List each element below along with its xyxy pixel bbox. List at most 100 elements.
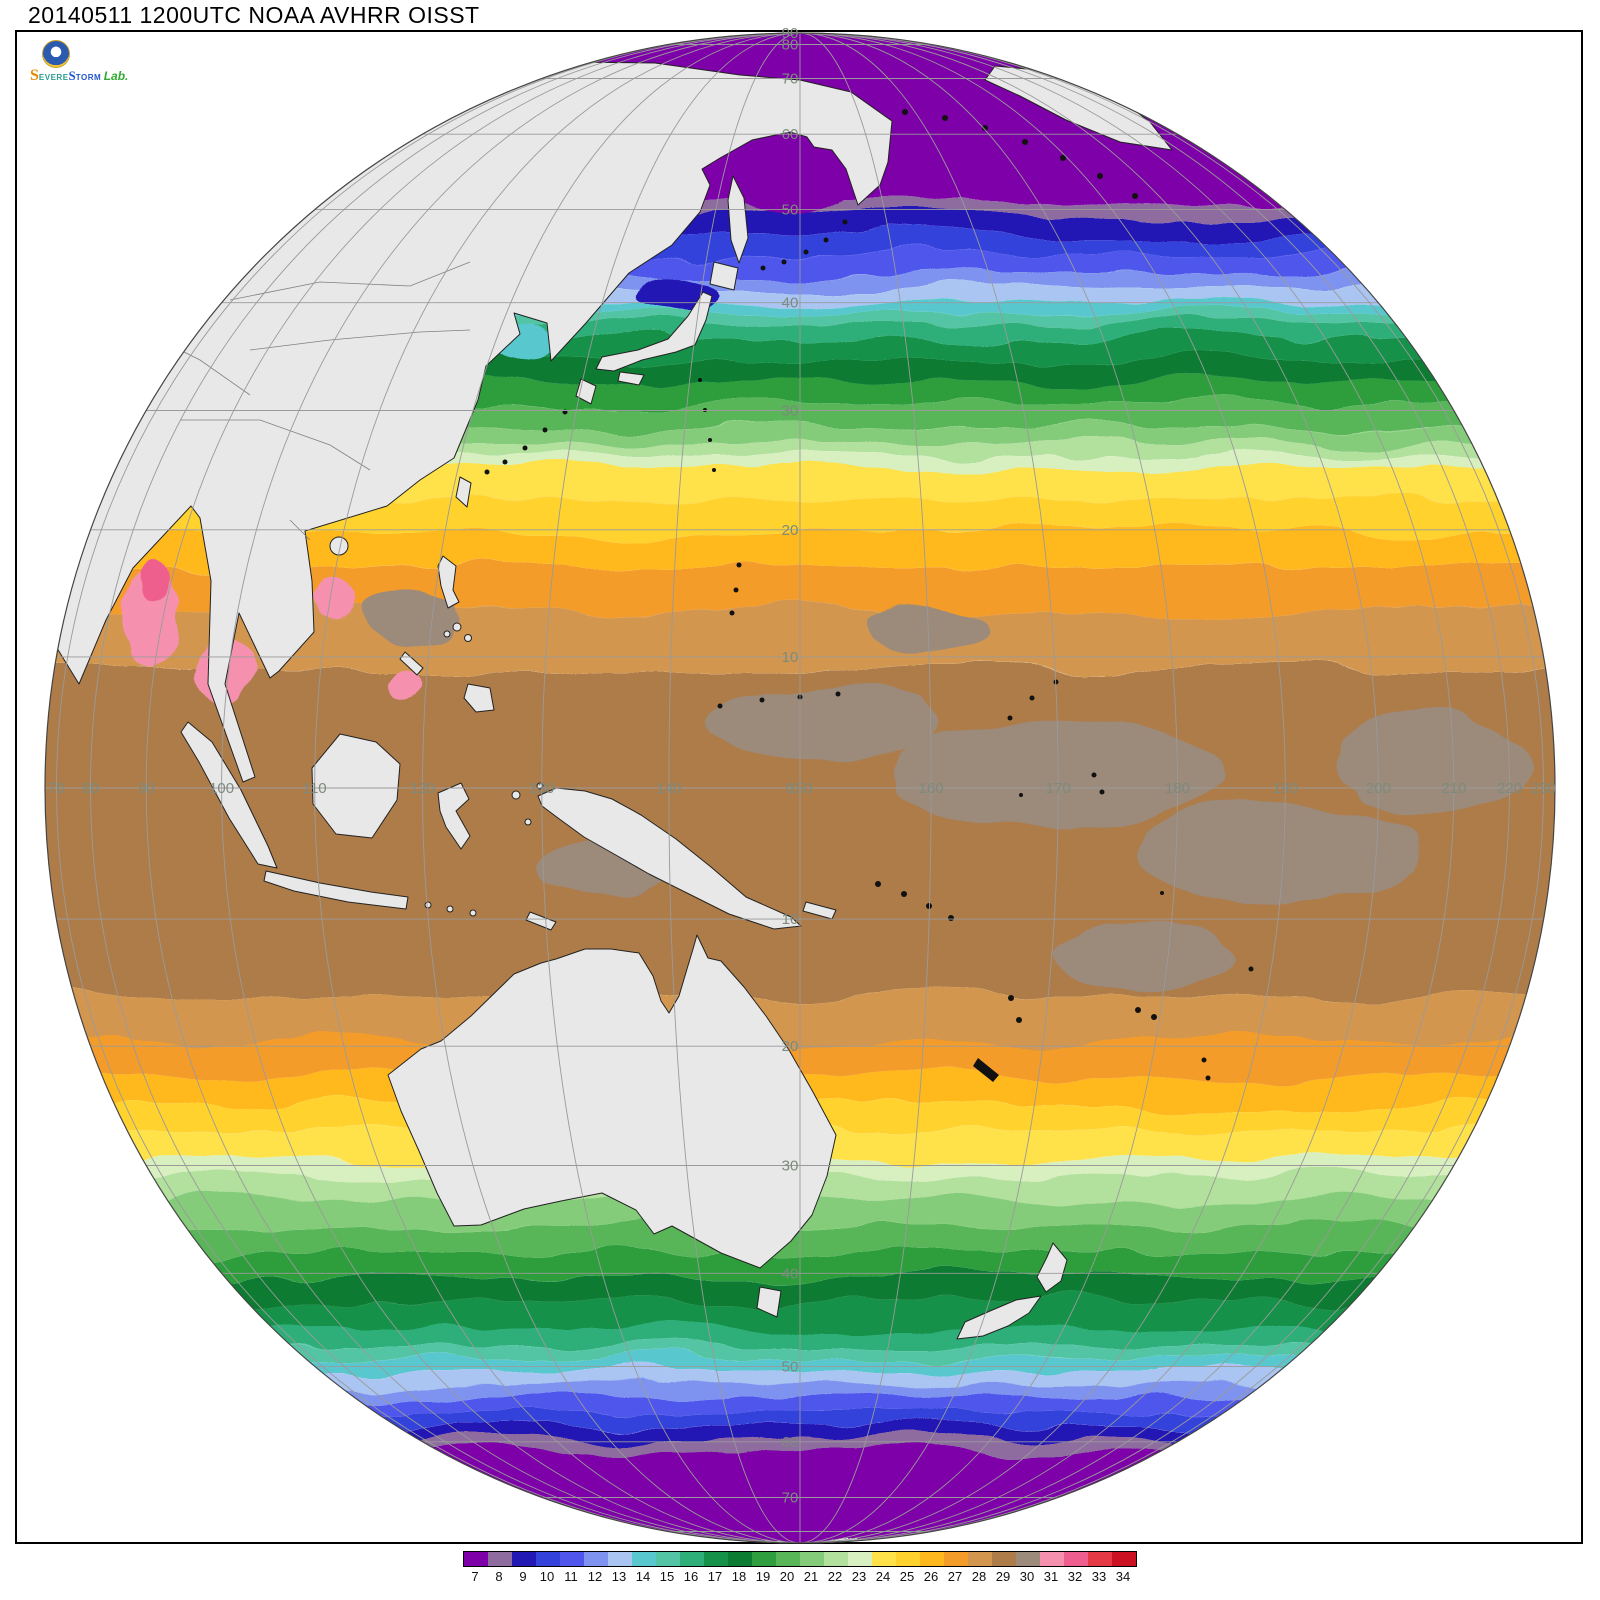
graticule-grid-path [56,32,801,1544]
colorbar-cell-33 [1088,1552,1112,1566]
island-specks-path [973,1058,999,1082]
island-specks-speck [1132,193,1138,199]
colorbar-cell-12 [584,1552,608,1566]
land-borneo [311,733,401,839]
colorbar-cell-23 [848,1552,872,1566]
lat-label--20: 20 [782,1038,799,1055]
graticule-grid-path [799,32,1059,1544]
land-taiwan [455,476,472,508]
sst-patch-30 [1055,925,1236,990]
lon-label-90: 90 [138,780,155,797]
colorbar-label-17: 17 [707,1569,723,1584]
colorbar-cell-31 [1040,1552,1064,1566]
noaa-seal-icon [42,40,70,68]
lat-label-0: 0 [786,780,794,797]
country-borders-path [229,261,471,301]
island-specks-speck [926,903,932,909]
colorbar-label-29: 29 [995,1569,1011,1584]
colorbar-cell-28 [968,1552,992,1566]
colorbar-cell-22 [824,1552,848,1566]
lat-label--60: 60 [782,1434,799,1451]
colorbar-label-15: 15 [659,1569,675,1584]
land-visayas [464,634,472,642]
colorbar-label-20: 20 [779,1569,795,1584]
colorbar-cell-27 [944,1552,968,1566]
colorbar-numbers: 7 8 9 10 11 12 13 14 15 16 17 18 19 20 21 22 23 24 25 26 27 2… [463,1567,1137,1584]
graticule-grid-path [90,32,801,1544]
island-specks-speck [698,378,702,382]
lat-label-40: 40 [782,295,799,312]
land-nz-north [1036,1242,1068,1293]
country-borders-path [249,329,471,351]
island-specks-speck [1016,1017,1022,1023]
colorbar-label-21: 21 [803,1569,819,1584]
lat-label--70: 70 [782,1490,799,1507]
lat-label--40: 40 [782,1265,799,1282]
colorbar-cell-34 [1112,1552,1136,1566]
island-specks-speck [729,610,735,616]
island-specks-speck [717,703,723,709]
graticule-grid-path [799,32,1286,1544]
colorbar-label-10: 10 [539,1569,555,1584]
colorbar-label-19: 19 [755,1569,771,1584]
sst-patch-32 [138,559,169,601]
land-hokkaido [709,261,739,291]
globe-outline [44,32,1556,1544]
colorbar-label-8: 8 [495,1569,503,1584]
land-nz-south [956,1295,1042,1340]
colorbar-cells [463,1551,1137,1567]
island-specks-speck [736,562,742,568]
graticule-grid-path [799,32,1379,1544]
colorbar-cell-25 [896,1552,920,1566]
colorbar-cell-21 [800,1552,824,1566]
colorbar-cell-29 [992,1552,1016,1566]
land-visayas [452,622,462,632]
colorbar-label-32: 32 [1067,1569,1083,1584]
land-lesser-sunda [469,909,477,917]
logo-severe-rest: EVERE [38,73,69,82]
colorbar-cell-16 [680,1552,704,1566]
ssl-logo-text: SEVERESTORM Lab. [30,67,140,84]
island-specks-speck [733,587,739,593]
land-mindanao [463,683,495,713]
ssl-logo: SEVERESTORM Lab. [30,40,140,84]
lat-label-60: 60 [782,126,799,143]
island-specks-speck [842,219,848,225]
island-specks-speck [803,249,809,255]
lon-label-160: 160 [919,780,944,797]
logo-severe-initial: S [30,67,39,84]
lat-label--50: 50 [782,1358,799,1375]
lat-label-30: 30 [782,403,799,420]
sst-patch-7 [715,138,854,216]
land-shikoku [617,371,645,386]
island-specks-speck [942,115,948,121]
colorbar-label-11: 11 [564,1569,578,1584]
island-specks-speck [712,468,716,472]
island-specks-speck [1201,1057,1207,1063]
graticule-grid-path [799,32,932,1544]
lon-label-70: 70 [48,780,65,797]
lat-label-10: 10 [782,649,799,666]
island-specks-speck [1008,995,1014,1001]
island-specks-speck [703,408,707,412]
colorbar-label-26: 26 [923,1569,939,1584]
island-specks [484,109,1254,1082]
land-visayas [443,630,451,638]
lat-label-20: 20 [782,522,799,539]
island-specks-speck [760,265,766,271]
sst-patch-30 [358,592,462,644]
land-tasmania [756,1286,782,1318]
logo-lab: Lab. [103,69,129,83]
island-specks-speck [1029,695,1035,701]
graticule-grid-path [668,32,801,1544]
coordinate-labels: 70 80 90 100 110 120 130 140 150 160 170 180 190 200 2… [48,25,1556,1507]
lon-label-80: 80 [82,780,99,797]
colorbar-label-24: 24 [875,1569,891,1584]
lat-label-70: 70 [782,71,799,88]
lon-label-140: 140 [656,780,681,797]
colorbar-cell-15 [656,1552,680,1566]
island-specks-speck [1135,1007,1141,1013]
lon-label-100: 100 [209,780,234,797]
lat-label--10: 10 [782,911,799,928]
